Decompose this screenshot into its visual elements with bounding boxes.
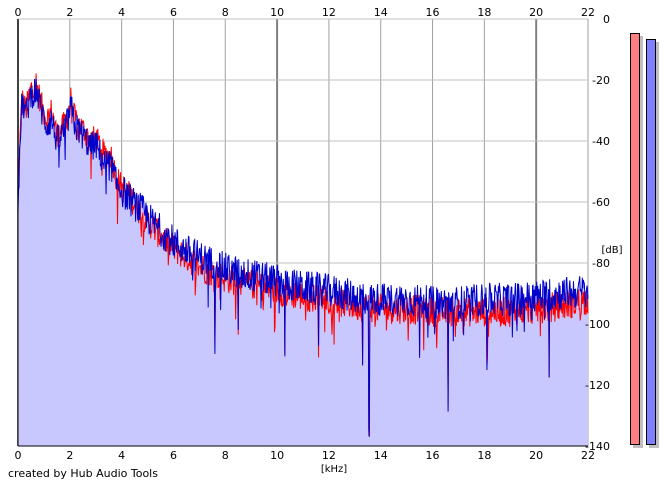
y-tick-label: -20 <box>592 74 610 87</box>
x-tick-label-bottom: 6 <box>170 449 177 462</box>
x-tick-label-top: 0 <box>15 6 22 19</box>
x-tick-label-bottom: 14 <box>374 449 388 462</box>
y-tick-label: -120 <box>585 379 610 392</box>
level-meter-left <box>630 33 640 445</box>
x-tick-label-top: 16 <box>426 6 440 19</box>
x-axis-label: [kHz] <box>321 464 347 475</box>
x-tick-label-top: 22 <box>581 6 595 19</box>
x-tick-label-top: 6 <box>170 6 177 19</box>
x-tick-label-bottom: 10 <box>270 449 284 462</box>
x-tick-label-bottom: 20 <box>529 449 543 462</box>
x-tick-label-top: 14 <box>374 6 388 19</box>
x-tick-labels-bottom: 0 2 4 6 8 10 12 14 16 18 20 22 <box>15 449 596 462</box>
x-tick-label-bottom: 4 <box>118 449 125 462</box>
x-tick-label-bottom: 22 <box>581 449 595 462</box>
x-tick-label-bottom: 16 <box>426 449 440 462</box>
x-tick-label-top: 8 <box>222 6 229 19</box>
level-meter-right <box>646 39 656 445</box>
x-tick-label-top: 10 <box>270 6 284 19</box>
y-tick-label: -140 <box>585 440 610 453</box>
y-tick-label: -40 <box>592 135 610 148</box>
x-tick-labels-top: 0 2 4 6 8 10 12 14 16 18 20 22 <box>15 6 596 19</box>
y-tick-labels: 0 -20 -40 -60 -80 -100 -120 -140 <box>585 13 610 453</box>
right-channel-line <box>17 78 589 437</box>
y-tick-label: -100 <box>585 318 610 331</box>
x-tick-label-bottom: 8 <box>222 449 229 462</box>
spectrum-fill <box>18 73 588 446</box>
x-tick-label-top: 2 <box>66 6 73 19</box>
x-tick-label-bottom: 18 <box>477 449 491 462</box>
y-tick-label: -60 <box>592 196 610 209</box>
y-axis-label: [dB] <box>601 245 622 256</box>
y-tick-label: 0 <box>603 13 610 26</box>
spectrum-area-fill <box>18 73 588 446</box>
x-tick-label-bottom: 0 <box>15 449 22 462</box>
spectrum-lines <box>17 73 589 437</box>
x-tick-label-top: 18 <box>477 6 491 19</box>
x-tick-label-bottom: 12 <box>322 449 336 462</box>
x-tick-label-top: 20 <box>529 6 543 19</box>
credit-text: created by Hub Audio Tools <box>8 467 158 480</box>
plot-frame <box>17 19 588 447</box>
x-tick-label-top: 12 <box>322 6 336 19</box>
x-tick-label-top: 4 <box>118 6 125 19</box>
x-tick-label-bottom: 2 <box>66 449 73 462</box>
y-tick-label: -80 <box>592 257 610 270</box>
